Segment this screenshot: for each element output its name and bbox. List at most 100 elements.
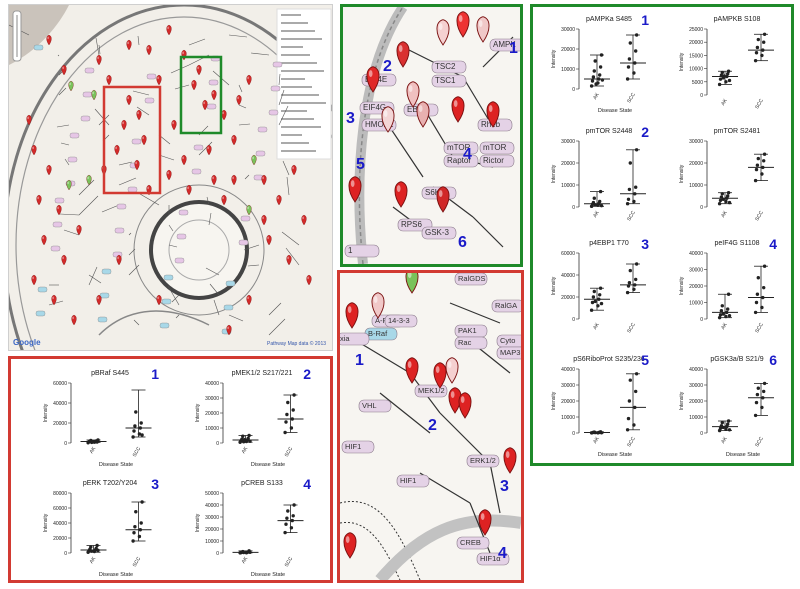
y-axis-label: Intensity bbox=[551, 391, 557, 410]
pathway-edge bbox=[379, 392, 431, 434]
chart-perk: pERK T202/Y204 3 0 20000 40000 60000 80000 Inte… bbox=[31, 475, 171, 579]
chart-title: pmTOR S2448 bbox=[586, 128, 633, 135]
y-tick-label: 0 bbox=[700, 205, 703, 211]
data-point bbox=[598, 189, 603, 194]
chart-pmtor-2481: pmTOR S2481 0 10000 20000 30000 Intensity AK SC… bbox=[667, 123, 789, 227]
data-point bbox=[755, 163, 760, 167]
data-point bbox=[292, 393, 296, 397]
pathway-edge bbox=[168, 224, 174, 232]
node-label: VHL bbox=[362, 401, 377, 410]
data-point bbox=[725, 310, 729, 315]
data-point bbox=[283, 430, 287, 435]
data-point bbox=[633, 61, 637, 65]
map-marker-icon bbox=[68, 80, 74, 92]
pathway-edge bbox=[78, 179, 95, 196]
pathway-edge bbox=[128, 264, 140, 276]
map-marker-icon bbox=[76, 224, 82, 236]
protein-node bbox=[84, 67, 95, 74]
data-point bbox=[761, 396, 765, 400]
node-label: B-Raf bbox=[368, 329, 388, 338]
protein-node bbox=[144, 97, 155, 104]
data-point bbox=[632, 423, 636, 427]
map-marker-icon bbox=[51, 294, 57, 306]
nucleus-inner bbox=[168, 219, 230, 281]
pathway-edge bbox=[198, 141, 213, 156]
map-marker-icon bbox=[381, 106, 395, 133]
callout-number: 1 bbox=[509, 40, 518, 57]
membrane-dash bbox=[340, 501, 421, 580]
map-marker-icon bbox=[261, 174, 267, 186]
map-marker-icon bbox=[343, 532, 357, 559]
chart-number: 1 bbox=[151, 366, 159, 382]
data-point bbox=[756, 276, 760, 280]
protein-node bbox=[191, 168, 202, 175]
data-point bbox=[726, 307, 730, 311]
data-point bbox=[756, 37, 760, 42]
y-tick-label: 20000 bbox=[689, 399, 703, 405]
chart-number: 2 bbox=[303, 366, 311, 382]
pathway-edge bbox=[139, 193, 160, 206]
map-marker-icon bbox=[71, 314, 77, 326]
data-point bbox=[589, 84, 594, 88]
protein-node bbox=[52, 221, 63, 228]
pathway-edge bbox=[268, 318, 286, 336]
protein-node bbox=[466, 454, 500, 468]
y-tick-label: 0 bbox=[700, 317, 703, 323]
x-tick-label: AK bbox=[592, 91, 601, 100]
data-point bbox=[762, 264, 767, 268]
x-tick-label: AK bbox=[720, 321, 729, 330]
pathway-edge bbox=[78, 195, 99, 216]
map-marker-icon bbox=[301, 214, 307, 226]
map-marker-icon bbox=[345, 302, 359, 329]
map-marker-icon bbox=[96, 294, 102, 306]
data-point bbox=[593, 430, 597, 435]
map-marker-icon bbox=[106, 74, 112, 86]
chart-pampkb: pAMPKB S108 0 5000 10000 15000 20000 25000 Inte… bbox=[667, 11, 789, 115]
node-label: TSC1 bbox=[435, 76, 456, 85]
map-marker-icon bbox=[231, 174, 237, 186]
y-tick-label: 10000 bbox=[689, 67, 703, 73]
pathway-map-view[interactable]: Google Pathway Map data © 2013 bbox=[8, 4, 333, 351]
map-marker-icon bbox=[221, 194, 227, 206]
pathway-edge bbox=[88, 266, 98, 286]
node-label: Raptor bbox=[447, 156, 471, 165]
map-marker-icon bbox=[436, 186, 450, 213]
nucleus bbox=[149, 200, 249, 300]
node-label: HIF1 bbox=[345, 442, 361, 451]
pathway-map-canvas[interactable] bbox=[9, 5, 333, 351]
chart-title: pMEK1/2 S217/221 bbox=[232, 370, 293, 377]
y-tick-label: 10000 bbox=[689, 183, 703, 189]
data-point bbox=[247, 433, 251, 438]
y-tick-label: 0 bbox=[64, 551, 67, 557]
node-label: mTOR bbox=[447, 143, 471, 152]
y-tick-label: 0 bbox=[216, 551, 219, 557]
map-marker-icon bbox=[126, 39, 132, 51]
x-tick-label: AK bbox=[720, 97, 729, 106]
data-point bbox=[627, 57, 632, 61]
pathway-edge bbox=[278, 73, 281, 86]
map-marker-icon bbox=[394, 181, 408, 208]
protein-node bbox=[101, 268, 112, 275]
data-point bbox=[762, 285, 766, 290]
map-marker-icon bbox=[206, 144, 212, 156]
chart-title: p4EBP1 T70 bbox=[589, 240, 629, 247]
y-tick-label: 30000 bbox=[561, 27, 575, 33]
map-marker-icon bbox=[41, 234, 47, 246]
pathway-edge bbox=[48, 300, 64, 306]
protein-node bbox=[397, 218, 433, 232]
data-point bbox=[625, 202, 630, 206]
pathway-edge bbox=[449, 302, 501, 324]
node-label: HMOX1 bbox=[365, 120, 394, 129]
protein-node bbox=[82, 91, 93, 98]
data-point bbox=[726, 191, 731, 195]
node-label: GSK-3 bbox=[425, 228, 450, 237]
chart-pmtor-2448: pmTOR S2448 2 0 10000 20000 30000 Intensity AK S… bbox=[539, 123, 661, 227]
data-point bbox=[140, 500, 144, 504]
data-point bbox=[593, 59, 597, 63]
protein-node bbox=[178, 209, 189, 216]
map-attribution[interactable]: Pathway Map data © 2013 bbox=[267, 341, 326, 347]
cell-membrane-inner bbox=[15, 16, 332, 350]
chart-number: 3 bbox=[641, 236, 649, 252]
protein-node bbox=[479, 154, 515, 168]
y-tick-label: 40000 bbox=[561, 273, 575, 279]
